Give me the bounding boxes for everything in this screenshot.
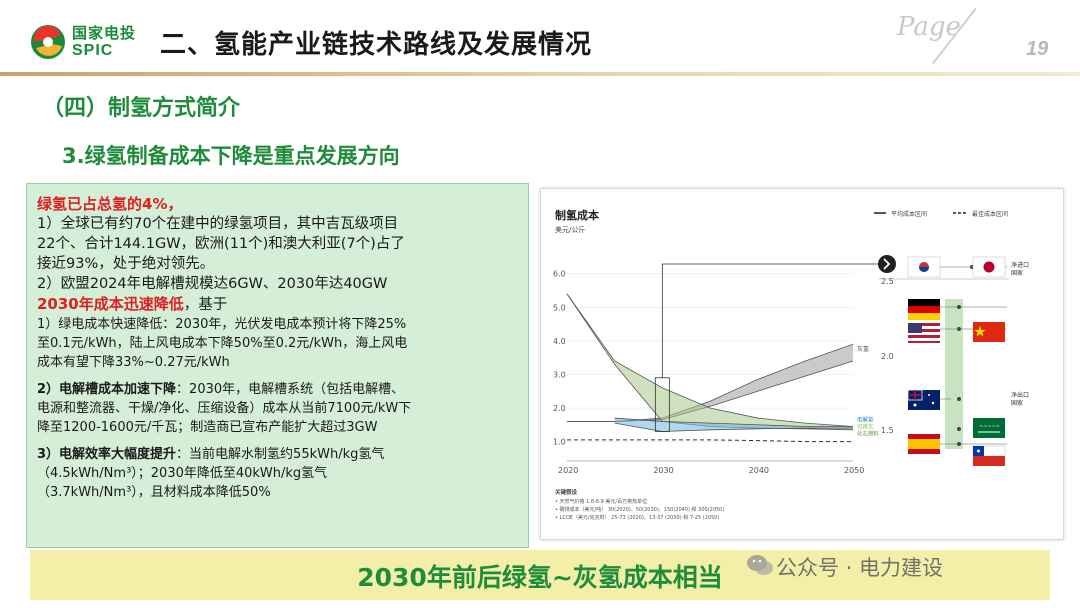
exporters-label: 净出口国家 [1011,391,1029,407]
country-panel: 2.5 2.0 1.5 [878,255,1029,466]
footnote-title: 关键假设 [555,488,578,496]
band-edge-bottom-2 [614,422,853,432]
y-tick-label-3: 4.0 [553,337,566,346]
side-label-1: 可再生 [857,422,874,430]
conclusion-banner: 2030年前后绿氢~灰氢成本相当 [30,550,1050,600]
electrolyzer-cost-heading: 2）电解槽成本加速下降 [37,382,177,397]
x-tick-label-3: 2050 [844,466,864,475]
x-tick-label-0: 2020 [558,466,578,475]
china-flag-icon [973,322,1005,342]
summary-text-box: 绿氢已占总氢的4%， 1）全球已有约70个在建中的绿氢项目，其中吉瓦级项目 22… [26,183,529,548]
callout-connector [661,263,878,378]
hydrogen-cost-chart: 制氢成本 美元/公斤 平均成本区间 最佳成本区间 1.0 2.0 3.0 4.0 5.0… [553,208,1029,521]
page-title: 二、氢能产业链技术路线及发展情况 [160,30,593,60]
y-tick-label-0: 1.0 [553,438,566,447]
best-cost-dashed-line [567,439,853,443]
power-cost-line-1: 1）绿电成本快速降低：2030年，光伏发电成本预计将下降25% [37,317,407,332]
electrolyzer-cost-text: ：2030年，电解槽系统（包括电解槽、 [176,382,405,397]
page-number: 19 [1026,38,1049,60]
rp-tick-1-5: 1.5 [881,426,894,435]
japan-flag-icon [972,256,1006,278]
expand-arrow-icon[interactable] [878,255,896,273]
slide-header: 国家电投 SPIC 二、氢能产业链技术路线及发展情况 Page 19 [0,0,1080,80]
side-label-0: 电解氢 [857,415,874,423]
projects-line-2: 22个、合计144.1GW，欧洲(11个)和澳大利亚(7个)占了 [37,236,405,252]
chart-ylabel: 美元/公斤 [555,225,585,234]
legend-average: 平均成本区间 [891,210,927,218]
green-hydrogen-share: 绿氢已占总氢的4%， [37,195,183,213]
band-edge-top-2 [614,417,853,427]
efficiency-heading: 3）电解效率大幅度提升 [37,447,177,462]
legend-best: 最佳成本区间 [972,210,1008,218]
conclusion-text: 2030年前后绿氢~灰氢成本相当 [357,563,723,592]
efficiency-line-2: （4.5kWh/Nm³）；2030年降低至40kWh/kg氢气 [37,466,328,481]
electrolyzer-cost-line-1: 2）电解槽成本加速下降：2030年，电解槽系统（包括电解槽、 [37,380,516,399]
rp-tick-2-5: 2.5 [881,277,894,286]
section-title: （四）制氢方式简介 [42,96,241,121]
watermark: 公众号 · 电力建设 [776,556,944,580]
chart-title: 制氢成本 [555,208,599,222]
logo-english-name: SPIC [72,42,114,59]
spain-flag-icon [908,434,940,454]
korea-flag-icon [907,256,941,278]
australia-flag-icon [907,389,940,410]
cost-drop-highlight: 2030年成本迅速降低 [37,295,184,313]
side-label-2: 化石燃料 [857,429,880,437]
chile-flag-icon [972,445,1006,466]
x-tick-label-1: 2030 [653,466,673,475]
efficiency-line-3: （3.7kWh/Nm³），且材料成本降低50% [37,485,271,500]
efficiency-line-1: 3）电解效率大幅度提升：当前电解水制氢约55kWh/kg氢气 [37,445,516,464]
x-tick-label-2: 2040 [749,466,769,475]
germany-flag-icon [908,299,940,320]
efficiency-text: ：当前电解水制氢约55kWh/kg氢气 [176,447,385,462]
footnote-row-1: • 天然气价格 1.8-6.9 美元/百万英热单位 [555,498,647,505]
header-rule [0,72,1080,76]
label-grey-hydrogen: 灰氢 [857,345,869,353]
rp-tick-2-0: 2.0 [881,352,894,361]
importers-label: 净进口国家 [1011,261,1029,277]
usa-flag-icon [908,323,940,343]
electrolyzer-cost-line-2: 电源和整流器、干燥/净化、压缩设备）成本从当前7100元/kW下 [37,401,412,416]
range-bar [945,299,963,449]
logo-chinese-name: 国家电投 [72,24,137,42]
cost-drop-line: 2030年成本迅速降低，基于 [37,294,516,315]
footnote-row-3: • LCOE（美元/兆瓦时） 25-73 (2020)、13-37 (2030)… [555,514,719,521]
y-tick-label-5: 6.0 [553,270,566,279]
page-label: Page [897,12,961,42]
y-tick-label-1: 2.0 [553,404,566,413]
wechat-icon [747,555,773,575]
cost-drop-rest: ，基于 [183,297,228,313]
spic-logo-mark-icon [31,25,65,59]
electrolyzer-cost-line-3: 降至1200-1600元/千瓦；制造商已宣布产能扩大超过3GW [37,420,378,435]
power-cost-line-3: 成本有望下降33%~0.27元/kWh [37,355,230,370]
projects-line-1: 1）全球已有约70个在建中的绿氢项目，其中吉瓦级项目 [37,216,399,232]
hydrogen-cost-figure: 制氢成本 美元/公斤 平均成本区间 最佳成本区间 1.0 2.0 3.0 4.0 5.0… [540,188,1064,540]
eu-electrolyzer-line: 2）欧盟2024年电解槽规模达6GW、2030年达40GW [37,276,388,292]
y-tick-label-2: 3.0 [553,370,566,379]
footnote-row-2: • 碳排成本（美元/吨） 30(2020)、50(2030)、150(2040)… [555,506,724,513]
band-edge-top-1 [566,293,854,427]
spic-logo: 国家电投 SPIC [28,20,158,64]
power-cost-line-2: 至0.1元/kWh，陆上风电成本下降50%至0.2元/kWh，海上风电 [37,336,408,351]
projects-line-3: 接近93%，处于绝对领先。 [37,256,215,272]
sub-title: 3.绿氢制备成本下降是重点发展方向 [62,144,400,168]
saudi-flag-icon: ~~~~~ [973,418,1005,438]
svg-text:~~~~~: ~~~~~ [979,424,1000,430]
y-tick-label-4: 5.0 [553,303,566,312]
